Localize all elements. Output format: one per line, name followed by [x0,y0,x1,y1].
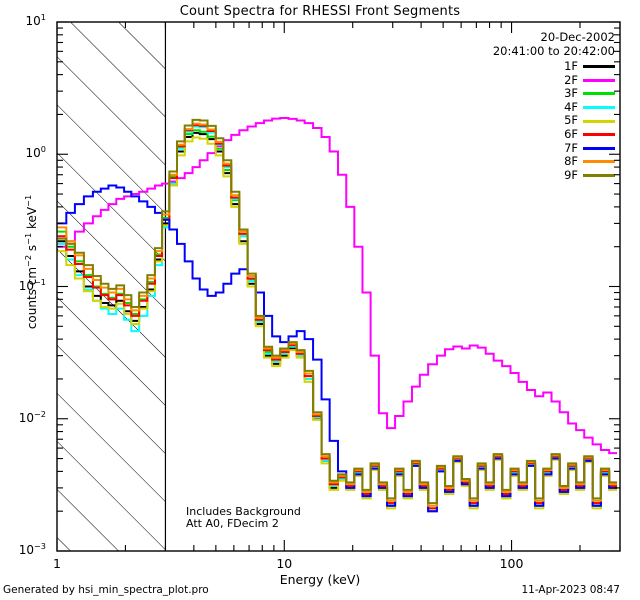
legend: 1F 2F 3F 4F 5F 6F 7F 8F 9F [564,59,615,183]
y-tick-label: 10−2 [18,408,46,425]
legend-label: 8F [564,154,578,169]
legend-label: 1F [564,59,578,73]
y-tick-label: 100 [25,144,46,161]
legend-item-8f: 8F [564,155,615,169]
spectrum-line-5f [57,136,618,513]
y-tick-label: 101 [25,12,46,28]
annotation-includes-background: Includes Background [186,505,301,518]
legend-color-swatch [583,92,615,96]
spectrum-line-7f [57,184,618,513]
x-tick-label: 10 [276,556,293,571]
legend-color-swatch [583,174,615,178]
legend-label: 5F [564,113,578,128]
legend-color-swatch [583,106,615,110]
legend-item-1f: 1F [564,59,615,74]
legend-label: 9F [564,167,578,182]
legend-item-3f: 3F [564,87,615,101]
annotation-attenuator-state: Att A0, FDecim 2 [186,517,279,530]
spectrum-line-9f [57,118,618,505]
spectrum-line-8f [57,122,618,507]
legend-label: 6F [564,126,578,141]
legend-color-swatch [583,78,615,82]
legend-color-swatch [583,160,615,164]
legend-color-swatch [583,133,615,137]
spectrum-line-6f [57,124,618,510]
legend-label: 3F [564,86,578,101]
footer-timestamp: 11-Apr-2023 08:47 [521,584,620,596]
hatched-cutoff-region [57,22,166,551]
y-tick-label: 10−1 [18,276,46,293]
legend-label: 4F [564,99,578,114]
legend-item-5f: 5F [564,114,615,128]
x-tick-label: 100 [499,556,524,571]
legend-item-2f: 2F [564,72,615,88]
legend-item-9f: 9F [564,167,615,183]
spectrum-line-2f [57,116,618,455]
legend-item-6f: 6F [564,126,615,142]
legend-item-7f: 7F [564,140,615,156]
x-axis-label: Energy (keV) [279,572,361,587]
legend-label: 2F [564,72,578,87]
footer-generator: Generated by hsi_min_spectra_plot.pro [3,584,209,596]
x-tick-label: 1 [53,556,61,571]
y-tick-label: 10−3 [18,541,46,557]
legend-color-swatch [583,65,615,69]
observation-date: 20-Dec-2002 [540,30,615,44]
page-title: Count Spectra for RHESSI Front Segments [179,4,461,19]
legend-color-swatch [583,146,615,150]
observation-time-range: 20:41:00 to 20:42:00 [492,44,615,58]
legend-label: 7F [564,140,578,155]
legend-item-4f: 4F [564,99,615,115]
legend-color-swatch [583,119,615,123]
